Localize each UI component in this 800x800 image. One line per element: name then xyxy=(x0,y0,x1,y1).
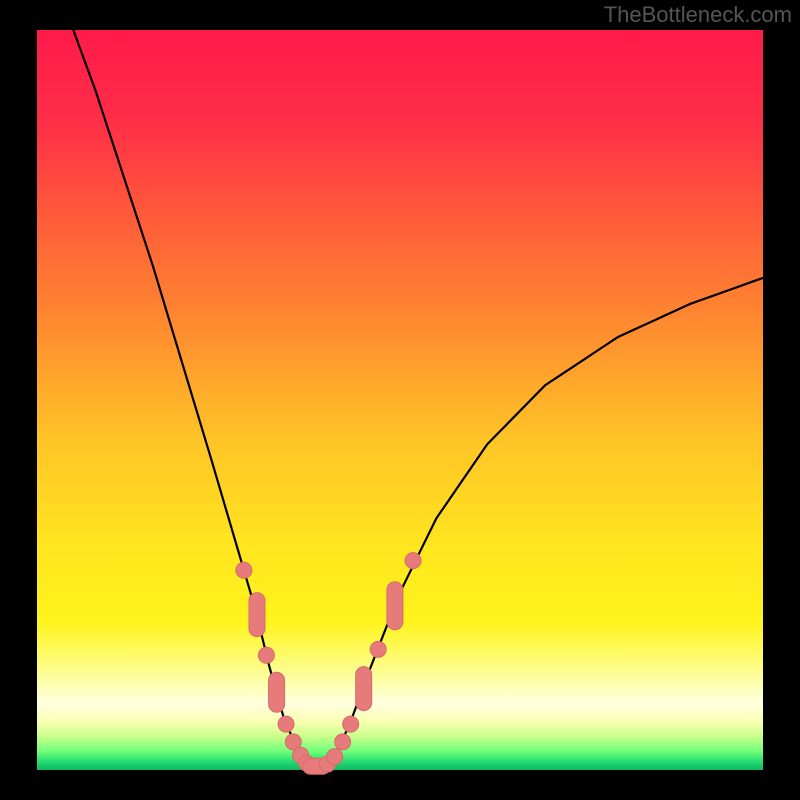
curve-marker-pill xyxy=(387,582,403,630)
chart-container: TheBottleneck.com xyxy=(0,0,800,800)
curve-marker xyxy=(343,716,359,732)
curve-marker xyxy=(327,749,343,765)
curve-marker xyxy=(236,562,252,578)
curve-marker xyxy=(370,641,386,657)
curve-marker-pill xyxy=(269,672,285,712)
curve-marker-pill xyxy=(356,667,372,711)
curve-marker xyxy=(335,734,351,750)
curve-marker xyxy=(278,716,294,732)
curve-marker xyxy=(405,553,421,569)
curve-marker xyxy=(258,647,274,663)
chart-svg xyxy=(0,0,800,800)
watermark-label: TheBottleneck.com xyxy=(604,2,792,28)
plot-area xyxy=(37,30,763,770)
curve-marker-pill xyxy=(249,593,265,637)
